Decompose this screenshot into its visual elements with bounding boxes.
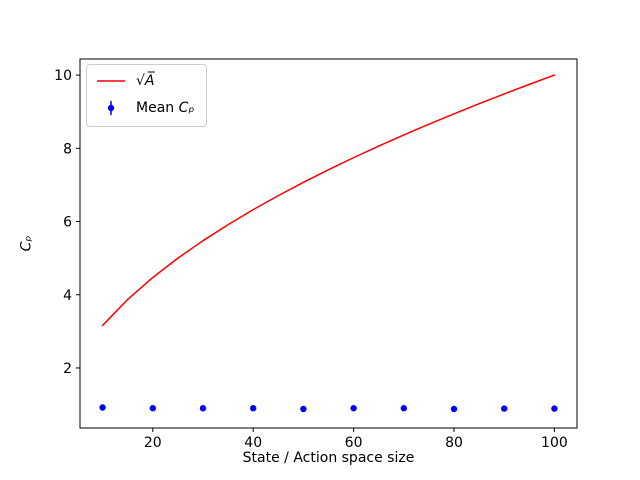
mean-point [350, 405, 357, 412]
legend-marker-sample [107, 104, 115, 112]
legend-label-mean-text: Mean [136, 100, 179, 116]
red-line-icon [97, 80, 125, 82]
y-tick-label: 4 [63, 288, 72, 304]
legend-label-mean: Mean Cₚ [136, 100, 194, 116]
mean-point [551, 405, 558, 412]
y-tick-label: 2 [63, 361, 72, 377]
legend: √A̅ Mean Cₚ [86, 64, 208, 127]
x-tick-label: 20 [144, 435, 162, 451]
mean-point [501, 405, 508, 412]
y-axis-label: Cₚ [18, 235, 34, 252]
mean-point [400, 405, 408, 412]
mean-point [99, 404, 106, 411]
y-tick-label: 10 [54, 68, 72, 84]
x-axis-label: State / Action space size [242, 450, 415, 466]
y-tick-label: 8 [63, 141, 72, 157]
mean-point [249, 405, 257, 412]
sqrt-line [101, 74, 556, 327]
legend-label-sqrt: √A̅ [136, 73, 155, 89]
x-tick-label: 80 [445, 435, 463, 451]
mean-point [300, 405, 307, 413]
mean-point [149, 405, 156, 412]
plot-border [79, 58, 578, 429]
y-tick-label: 6 [63, 215, 72, 231]
mean-point [450, 405, 458, 413]
legend-entry-sqrt: √A̅ [96, 71, 194, 91]
mean-point [199, 405, 207, 412]
blue-errorbar-icon [107, 101, 115, 115]
legend-label-mean-symbol: Cₚ [178, 100, 195, 116]
x-tick-label: 100 [541, 435, 568, 451]
legend-entry-mean: Mean Cₚ [96, 98, 194, 118]
x-tick-label: 60 [345, 435, 363, 451]
x-tick-label: 40 [244, 435, 262, 451]
